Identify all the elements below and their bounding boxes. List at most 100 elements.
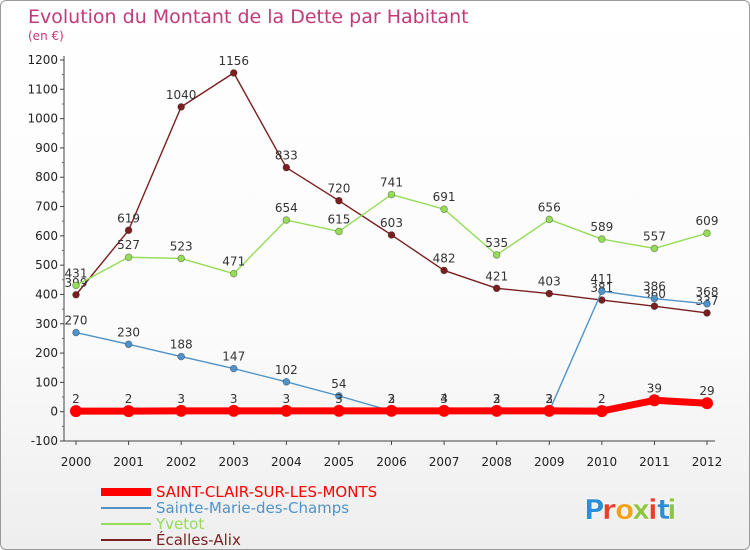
data-point bbox=[490, 404, 503, 417]
chart-subtitle: (en €) bbox=[28, 29, 64, 43]
data-label: 589 bbox=[590, 220, 613, 234]
data-point bbox=[229, 269, 238, 278]
data-label: 270 bbox=[65, 314, 88, 328]
y-tick-label: 1100 bbox=[27, 82, 58, 96]
data-label: 2 bbox=[72, 392, 80, 406]
data-point bbox=[122, 405, 135, 418]
series-layer: 3996191040115683372060348242140338136033… bbox=[65, 54, 719, 418]
data-point bbox=[332, 404, 345, 417]
data-label: 2 bbox=[388, 392, 396, 406]
data-point bbox=[595, 405, 608, 418]
axes: -100 0 100 200 300 400 500 600 700 800 900 1000 1100… bbox=[27, 53, 722, 469]
data-label: 3 bbox=[545, 392, 553, 406]
data-label: 3 bbox=[177, 392, 185, 406]
data-point bbox=[703, 300, 711, 308]
data-label: 2 bbox=[598, 392, 606, 406]
data-point bbox=[227, 404, 240, 417]
data-point bbox=[124, 340, 133, 349]
x-tick-label: 2008 bbox=[481, 455, 512, 469]
data-label: 1156 bbox=[218, 54, 249, 68]
data-point bbox=[177, 352, 185, 361]
logo-letter: x bbox=[632, 493, 650, 526]
data-point bbox=[72, 328, 80, 337]
data-label: 527 bbox=[117, 238, 140, 252]
proxiti-logo: Pr oxi ti bbox=[584, 493, 677, 527]
data-point bbox=[438, 404, 451, 417]
data-label: 615 bbox=[327, 212, 350, 226]
logo-letter: r bbox=[602, 493, 616, 526]
data-label: 3 bbox=[283, 392, 291, 406]
data-point bbox=[335, 227, 343, 236]
data-label: 471 bbox=[222, 255, 245, 269]
y-tick-label: 1200 bbox=[27, 53, 58, 67]
chart-title: Evolution du Montant de la Dette par Hab… bbox=[28, 6, 469, 28]
y-tick-label: 800 bbox=[35, 170, 58, 184]
data-point bbox=[387, 231, 396, 239]
series-2: 431 527 523 471 654 615 741 691 535 656 589 557 609 bbox=[65, 176, 718, 290]
logo-letter: o bbox=[615, 493, 634, 526]
y-tick-label: 500 bbox=[35, 258, 58, 272]
logo-letter: P bbox=[584, 493, 605, 526]
data-point bbox=[335, 196, 343, 205]
data-point bbox=[229, 69, 238, 77]
data-point bbox=[229, 364, 238, 373]
data-label: 102 bbox=[275, 363, 298, 377]
data-point bbox=[650, 244, 659, 253]
legend-label: SAINT-CLAIR-SUR-LES-MONTS bbox=[156, 483, 377, 501]
data-point bbox=[282, 377, 291, 386]
data-label: 3 bbox=[493, 392, 501, 406]
data-label: 368 bbox=[696, 285, 719, 299]
data-point bbox=[387, 190, 396, 199]
data-point bbox=[70, 405, 82, 418]
data-point bbox=[177, 254, 185, 263]
data-label: 230 bbox=[117, 325, 140, 339]
data-point bbox=[440, 205, 448, 213]
legend-label: Yvetot bbox=[155, 515, 204, 533]
x-tick-label: 2011 bbox=[639, 455, 670, 469]
y-tick-label: 600 bbox=[35, 229, 58, 243]
data-label: 656 bbox=[538, 200, 561, 214]
data-label: 557 bbox=[643, 229, 666, 243]
x-tick-label: 2002 bbox=[166, 455, 197, 469]
x-tick-label: 2009 bbox=[534, 455, 565, 469]
data-point bbox=[545, 215, 554, 224]
data-point bbox=[650, 302, 659, 310]
data-label: 2 bbox=[125, 392, 133, 406]
data-label: 188 bbox=[170, 338, 193, 352]
data-label: 3 bbox=[335, 392, 343, 406]
data-label: 1040 bbox=[166, 88, 197, 102]
data-label: 619 bbox=[117, 211, 140, 225]
data-label: 54 bbox=[331, 377, 346, 391]
data-label: 431 bbox=[65, 266, 88, 280]
x-tick-label: 2007 bbox=[429, 455, 460, 469]
data-label: 2 bbox=[493, 392, 501, 406]
y-tick-label: 700 bbox=[35, 200, 58, 214]
data-point bbox=[703, 229, 711, 238]
data-label: 603 bbox=[380, 216, 403, 230]
data-point bbox=[545, 289, 554, 298]
x-tick-label: 2003 bbox=[218, 455, 249, 469]
data-point bbox=[335, 392, 343, 400]
data-point bbox=[124, 253, 133, 262]
data-label: 535 bbox=[485, 236, 508, 250]
x-tick-label: 2004 bbox=[271, 455, 302, 469]
x-tick-label: 2006 bbox=[376, 455, 407, 469]
data-label: 741 bbox=[380, 176, 403, 190]
data-label: 523 bbox=[170, 239, 193, 253]
x-tick-label: 2012 bbox=[692, 455, 723, 469]
data-point bbox=[492, 251, 501, 259]
data-point bbox=[177, 103, 185, 111]
data-point bbox=[72, 281, 80, 290]
series-0: 2 2 3 3 3 3 3 3 3 3 239 29 bbox=[70, 381, 715, 418]
data-point bbox=[282, 163, 291, 172]
y-tick-label: 0 bbox=[50, 405, 58, 419]
data-label: 421 bbox=[485, 269, 508, 283]
data-point bbox=[282, 216, 291, 224]
logo-letter: i bbox=[648, 493, 658, 526]
legend: SAINT-CLAIR-SUR-LES-MONTSSainte-Marie-de… bbox=[101, 483, 377, 549]
data-label: 3 bbox=[230, 392, 238, 406]
data-label: 411 bbox=[590, 272, 613, 286]
logo-letter: i bbox=[667, 493, 677, 526]
data-label: 386 bbox=[643, 280, 666, 294]
